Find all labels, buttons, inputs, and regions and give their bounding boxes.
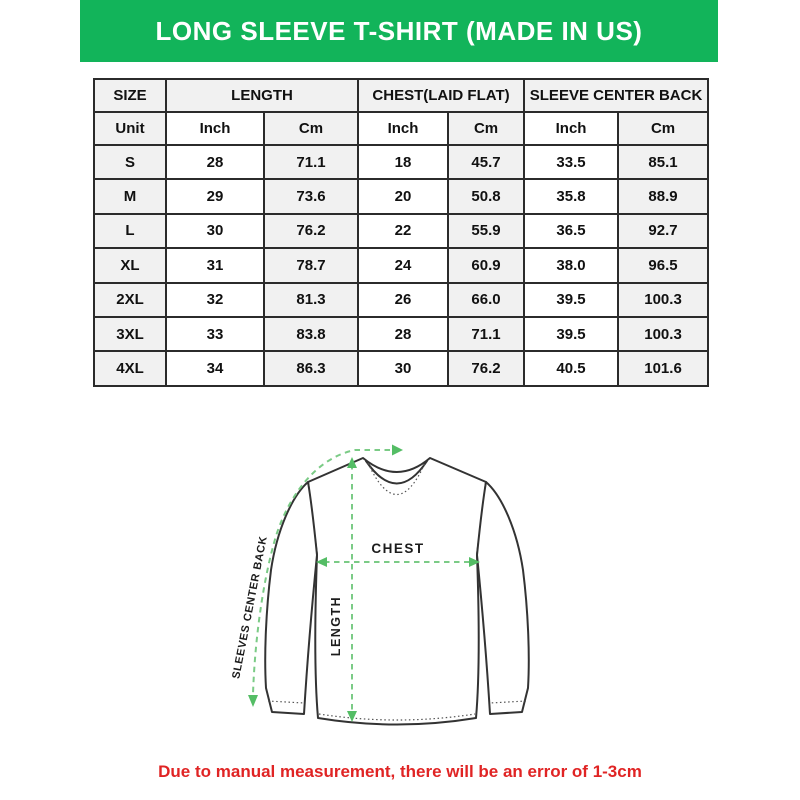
value-cell: 34: [165, 350, 265, 387]
chest-right-arrowhead-icon: [469, 557, 480, 567]
table-row: S 28 71.1 18 45.7 33.5 85.1: [93, 143, 710, 181]
value-cell: 100.3: [617, 315, 710, 353]
col-header-sleeve: SLEEVE CENTER BACK: [523, 78, 710, 113]
value-cell: 71.1: [262, 143, 360, 181]
value-cell: 28: [165, 143, 265, 181]
value-cell: 33.5: [523, 143, 620, 181]
value-cell: 32: [165, 281, 265, 318]
table-row: L 30 76.2 22 55.9 36.5 92.7: [93, 212, 710, 250]
size-cell: L: [93, 212, 167, 250]
size-cell: 4XL: [93, 350, 167, 387]
table-unit-row: Unit Inch Cm Inch Cm Inch Cm: [93, 111, 710, 146]
tshirt-body-outline: [307, 457, 487, 726]
value-cell: 92.7: [617, 212, 710, 250]
value-cell: 60.9: [447, 247, 526, 284]
value-cell: 71.1: [447, 315, 526, 353]
value-cell: 30: [357, 350, 450, 387]
unit-cell: Inch: [357, 111, 450, 146]
value-cell: 101.6: [617, 350, 710, 387]
value-cell: 31: [165, 247, 265, 284]
collar-stitch-line: [367, 462, 426, 495]
size-cell: 3XL: [93, 315, 167, 353]
value-cell: 86.3: [262, 350, 360, 387]
value-cell: 55.9: [447, 212, 526, 250]
col-header-length: LENGTH: [164, 78, 360, 113]
value-cell: 29: [165, 178, 265, 215]
value-cell: 35.8: [523, 178, 620, 215]
unit-cell: Inch: [165, 111, 265, 146]
table-row: XL 31 78.7 24 60.9 38.0 96.5: [93, 247, 710, 284]
length-label: LENGTH: [329, 596, 343, 656]
sleeve-center-back-label: SLEEVES CENTER BACK: [230, 535, 269, 680]
size-chart: SIZE LENGTH CHEST(LAID FLAT) SLEEVE CENT…: [93, 78, 710, 387]
value-cell: 78.7: [262, 247, 360, 284]
tshirt-left-sleeve-outline: [264, 481, 318, 715]
unit-cell: Cm: [262, 111, 360, 146]
left-cuff-stitch-line: [267, 700, 305, 704]
sleeve-cuff-arrowhead-icon: [248, 695, 258, 707]
size-cell: M: [93, 178, 167, 215]
value-cell: 76.2: [447, 350, 526, 387]
table-row: 4XL 34 86.3 30 76.2 40.5 101.6: [93, 350, 710, 387]
value-cell: 96.5: [617, 247, 710, 284]
value-cell: 83.8: [262, 315, 360, 353]
value-cell: 26: [357, 281, 450, 318]
page-title: LONG SLEEVE T-SHIRT (MADE IN US): [155, 15, 643, 46]
value-cell: 66.0: [447, 281, 526, 318]
value-cell: 28: [357, 315, 450, 353]
value-cell: 85.1: [617, 143, 710, 181]
unit-cell: Cm: [617, 111, 710, 146]
tshirt-diagram-svg: CHEST LENGTH SLEEVES CENTER BACK: [230, 444, 530, 726]
tshirt-right-sleeve-outline: [476, 481, 530, 715]
value-cell: 30: [165, 212, 265, 250]
value-cell: 88.9: [617, 178, 710, 215]
unit-cell: Cm: [447, 111, 526, 146]
hem-stitch-line: [318, 713, 476, 721]
unit-cell: Inch: [523, 111, 620, 146]
value-cell: 45.7: [447, 143, 526, 181]
value-cell: 33: [165, 315, 265, 353]
size-table-body: S 28 71.1 18 45.7 33.5 85.1 M 29 73.6 20 50.8 35.8 88…: [93, 143, 710, 387]
unit-cell: Unit: [93, 111, 167, 146]
value-cell: 24: [357, 247, 450, 284]
length-top-arrowhead-icon: [347, 457, 357, 468]
value-cell: 22: [357, 212, 450, 250]
table-row: 3XL 33 83.8 28 71.1 39.5 100.3: [93, 315, 710, 353]
size-table: SIZE LENGTH CHEST(LAID FLAT) SLEEVE CENT…: [93, 78, 710, 387]
value-cell: 73.6: [262, 178, 360, 215]
value-cell: 39.5: [523, 315, 620, 353]
value-cell: 76.2: [262, 212, 360, 250]
value-cell: 39.5: [523, 281, 620, 318]
tshirt-measurement-diagram: CHEST LENGTH SLEEVES CENTER BACK: [200, 430, 540, 742]
tshirt-collar-band: [365, 460, 428, 485]
disclaimer-text: Due to manual measurement, there will be…: [158, 762, 642, 781]
value-cell: 50.8: [447, 178, 526, 215]
sleeve-measure-line: [252, 449, 400, 695]
size-cell: S: [93, 143, 167, 181]
value-cell: 100.3: [617, 281, 710, 318]
value-cell: 18: [357, 143, 450, 181]
value-cell: 36.5: [523, 212, 620, 250]
chest-label: CHEST: [371, 541, 424, 556]
table-row: M 29 73.6 20 50.8 35.8 88.9: [93, 178, 710, 215]
table-group-header-row: SIZE LENGTH CHEST(LAID FLAT) SLEEVE CENT…: [93, 78, 710, 113]
col-header-size: SIZE: [93, 78, 167, 113]
value-cell: 20: [357, 178, 450, 215]
length-bottom-arrowhead-icon: [347, 711, 357, 722]
table-row: 2XL 32 81.3 26 66.0 39.5 100.3: [93, 281, 710, 318]
sleeve-neck-arrowhead-icon: [392, 444, 403, 456]
col-header-chest: CHEST(LAID FLAT): [357, 78, 526, 113]
right-cuff-stitch-line: [489, 700, 527, 704]
size-cell: 2XL: [93, 281, 167, 318]
value-cell: 40.5: [523, 350, 620, 387]
size-cell: XL: [93, 247, 167, 284]
chest-left-arrowhead-icon: [316, 557, 327, 567]
value-cell: 38.0: [523, 247, 620, 284]
value-cell: 81.3: [262, 281, 360, 318]
title-banner: LONG SLEEVE T-SHIRT (MADE IN US): [80, 0, 718, 62]
